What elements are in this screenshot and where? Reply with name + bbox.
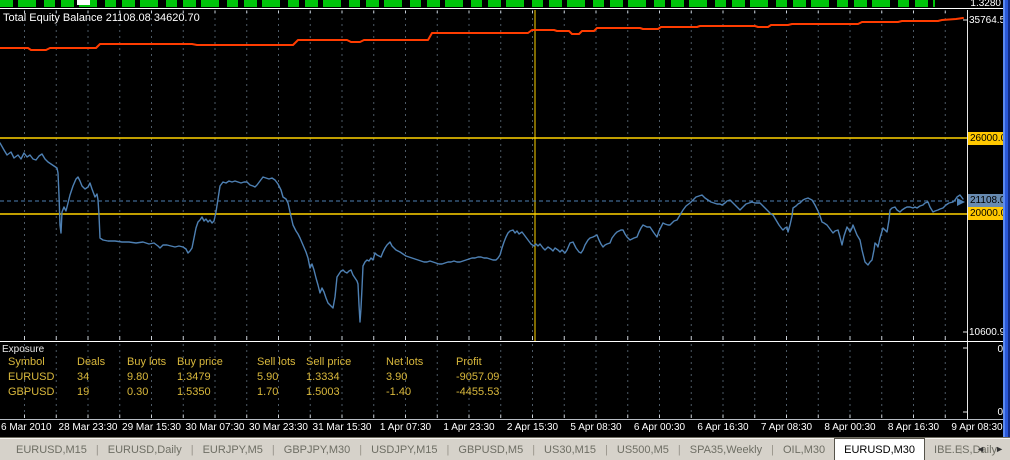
time-label: 1 Apr 23:30 <box>443 422 495 433</box>
chart-tab-eurusd-daily[interactable]: EURUSD,Daily <box>107 443 182 456</box>
exposure-row1-col2: 0.30 <box>127 386 149 398</box>
time-label: 6 Apr 16:30 <box>697 422 749 433</box>
tab-separator: | <box>359 443 363 456</box>
time-label: 9 Apr 08:30 <box>951 422 1003 433</box>
window-separator-top[interactable] <box>0 8 1003 9</box>
exposure-row1-col4: 1.70 <box>257 386 279 398</box>
tab-scroll-right-icon[interactable]: ► <box>995 443 1004 454</box>
exposure-row0-col6: 3.90 <box>386 371 408 383</box>
time-label: 8 Apr 00:30 <box>824 422 876 433</box>
exposure-indicator-title: Exposure <box>2 344 45 355</box>
tab-scroll-left-icon[interactable]: ◄ <box>976 443 986 454</box>
balance-line <box>0 17 964 51</box>
chart-tab-ibe-es-daily[interactable]: IBE.ES,Daily <box>934 443 998 456</box>
chart-tab-spa35-weekly[interactable]: SPA35,Weekly <box>689 443 763 456</box>
tab-separator: | <box>605 443 608 456</box>
exposure-row1-col1: 19 <box>77 386 90 398</box>
time-label: 8 Apr 16:30 <box>887 422 940 433</box>
chart-tab-usdjpy-m15[interactable]: USDJPY,M15 <box>371 443 438 456</box>
chart-tab-eurjpy-m5[interactable]: EURJPY,M5 <box>202 443 263 456</box>
exposure-row1-col7: -4455.53 <box>456 386 500 398</box>
exposure-row0-col2: 9.80 <box>127 371 149 383</box>
time-label: 7 Apr 08:30 <box>760 422 813 433</box>
chart-tab-eurusd-m30[interactable]: EURUSD,M30 <box>834 438 926 460</box>
exposure-scale-top: 0 <box>997 344 1003 355</box>
exposure-header-deals: Deals <box>77 356 106 368</box>
scale-max-label: 35764.5 <box>969 15 1003 26</box>
tab-separator: | <box>446 443 450 456</box>
chart-tab-bar: EURUSD,M15 | EURUSD,Daily | EURJPY,M5 | GBPJPY… <box>0 437 1010 460</box>
time-label: 6 Apr 00:30 <box>633 422 686 433</box>
tab-separator: | <box>271 443 275 456</box>
exposure-header-profit: Profit <box>456 356 482 368</box>
indicator-title: Total Equity Balance 21108.08 34620.70 <box>3 12 200 24</box>
tab-separator: | <box>959 443 963 454</box>
upper-window-white-candle <box>77 0 90 5</box>
time-label: 5 Apr 08:30 <box>570 422 622 433</box>
exposure-row0-col7: -9057.09 <box>456 371 500 383</box>
time-label: 30 Mar 23:30 <box>249 422 308 433</box>
exposure-row1-col6: -1.40 <box>386 386 412 398</box>
price-tag-26000.00: 26000.00 <box>968 132 1006 145</box>
tab-separator: | <box>95 443 99 456</box>
exposure-header-net-lots: Net lots <box>386 356 424 368</box>
tab-separator: | <box>190 443 194 456</box>
chart-tab-gbpusd-m5[interactable]: GBPUSD,M5 <box>458 443 524 456</box>
chart-tab-oil-m30[interactable]: OIL,M30 <box>782 443 826 456</box>
time-label: 6 Mar 2010 <box>1 422 52 433</box>
window-border <box>1003 0 1010 437</box>
exposure-row0-col3: 1.3479 <box>177 371 211 383</box>
subwindow-separator[interactable] <box>0 341 1003 342</box>
exposure-header-buy-lots: Buy lots <box>127 356 167 368</box>
exposure-row1-col0: GBPUSD <box>8 386 55 398</box>
time-label: 29 Mar 15:30 <box>122 422 181 433</box>
tab-separator: | <box>532 443 536 456</box>
exposure-row0-col0: EURUSD <box>8 371 55 383</box>
equity-line <box>0 142 964 323</box>
exposure-row1-col3: 1.5350 <box>177 386 211 398</box>
exposure-header-sell-lots: Sell lots <box>257 356 296 368</box>
price-tag-20000.00: 20000.00 <box>968 207 1006 220</box>
exposure-header-buy-price: Buy price <box>177 356 223 368</box>
exposure-row0-col1: 34 <box>77 371 90 383</box>
tab-separator: | <box>677 443 681 456</box>
chart-tab-us500-m5[interactable]: US500,M5 <box>616 443 669 456</box>
upper-window-histogram-strip <box>0 0 935 7</box>
time-label: 28 Mar 23:30 <box>58 422 118 433</box>
scale-min-label: 10600.9 <box>969 327 1003 338</box>
time-label: 30 Mar 07:30 <box>185 422 245 433</box>
equity-line-arrow-icon <box>957 198 965 206</box>
upper-window-price-label: 1.3280 <box>970 0 1001 9</box>
tab-separator: | <box>771 443 774 456</box>
chart-tab-gbpjpy-m30[interactable]: GBPJPY,M30 <box>283 443 351 456</box>
exposure-row0-col4: 5.90 <box>257 371 279 383</box>
time-label: 2 Apr 15:30 <box>506 422 559 433</box>
chart-tab-us30-m15[interactable]: US30,M15 <box>544 443 597 456</box>
time-label: 1 Apr 07:30 <box>379 422 432 433</box>
exposure-row0-col5: 1.3334 <box>306 371 340 383</box>
price-tag-21108.08: 21108.08 <box>968 194 1006 207</box>
exposure-row1-col5: 1.5003 <box>306 386 340 398</box>
tab-scroll-buttons: | ◄ ► <box>960 437 1004 460</box>
exposure-header-sell-price: Sell price <box>306 356 352 368</box>
chart-tab-eurusd-m15[interactable]: EURUSD,M15 <box>16 443 87 456</box>
exposure-header-symbol: Symbol <box>8 356 45 368</box>
time-label: 31 Mar 15:30 <box>312 422 372 433</box>
exposure-scale-bottom: 0 <box>997 407 1003 418</box>
